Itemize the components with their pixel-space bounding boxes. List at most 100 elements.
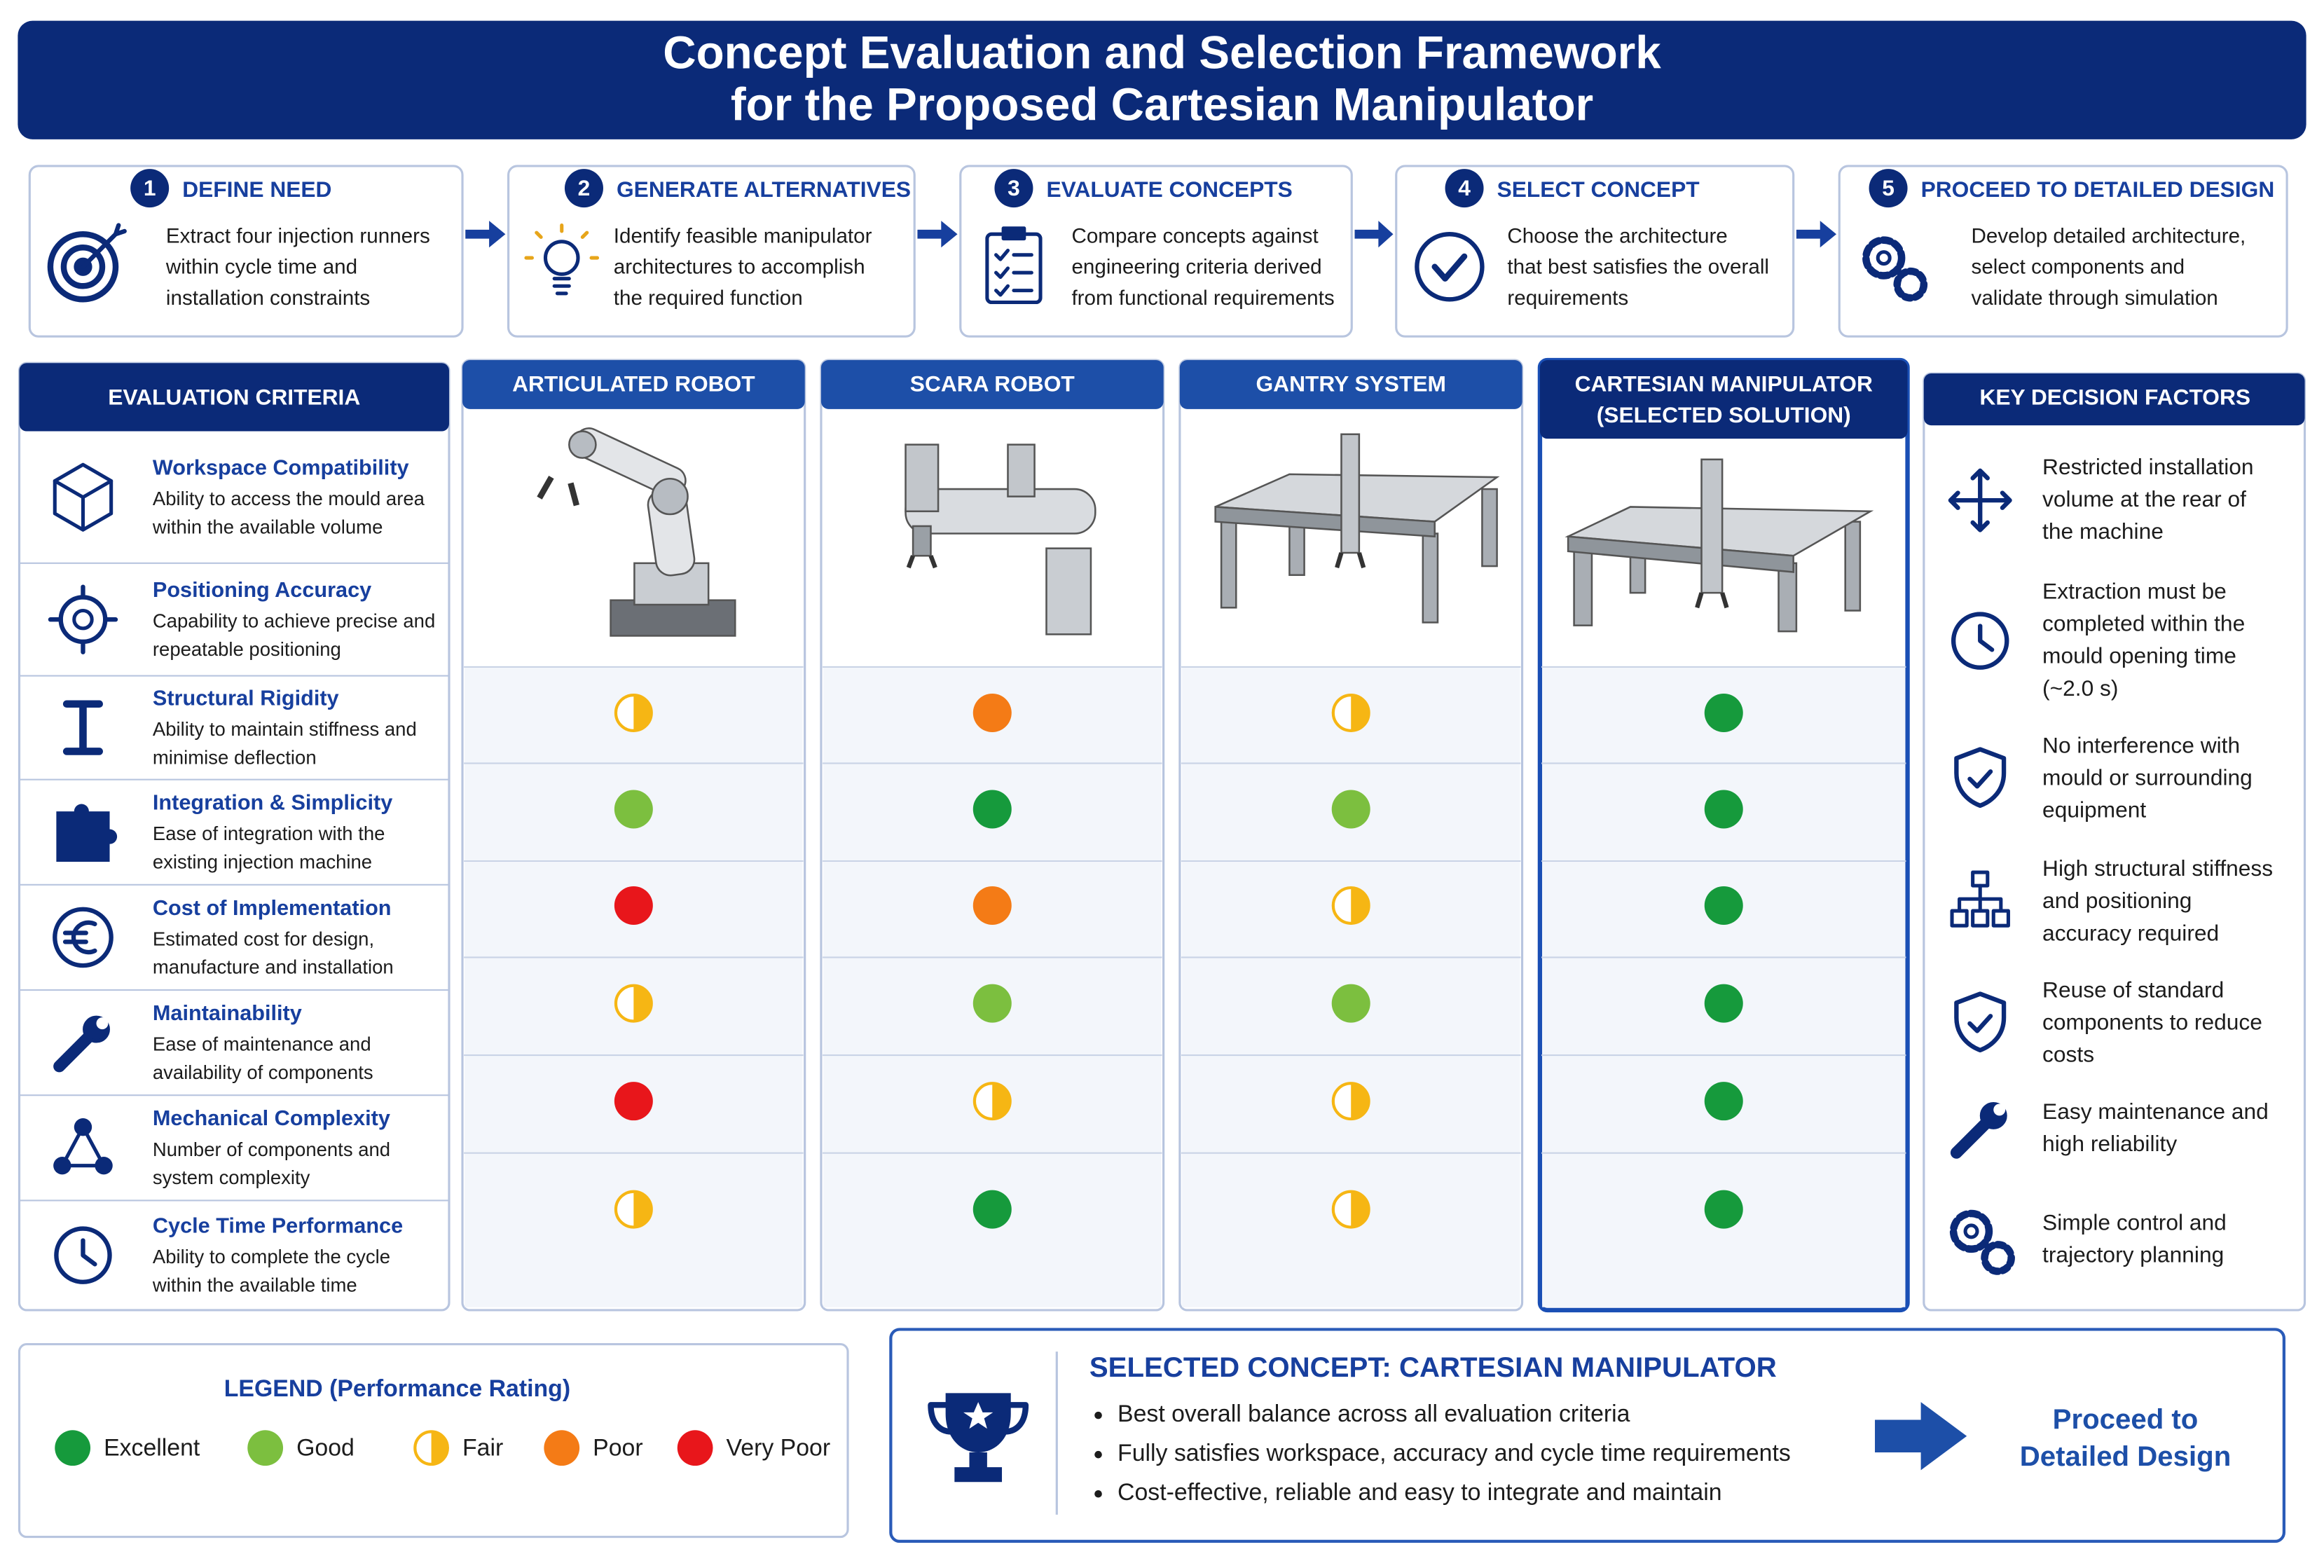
criterion-description: manufacture and installation (153, 956, 394, 978)
step-description: within cycle time and (165, 256, 357, 279)
step-number: 2 (578, 175, 591, 200)
icon-part (1949, 1209, 1993, 1253)
step-description: from functional requirements (1071, 287, 1334, 310)
criterion-description: Ability to complete the cycle (153, 1246, 390, 1267)
step-description: select components and (1972, 256, 2185, 279)
key-factor-text: Simple control and (2042, 1210, 2227, 1235)
icon-part (54, 1226, 112, 1284)
criterion-description: Ability to maintain stiffness and (153, 718, 417, 740)
criterion-description: Capability to achieve precise and (153, 610, 435, 632)
criterion-description: Number of components and (153, 1139, 390, 1160)
step-title: DEFINE NEED (182, 177, 331, 202)
icon-part (53, 1029, 97, 1073)
criterion-title: Maintainability (153, 1001, 302, 1025)
rating-indicator (972, 1082, 1012, 1121)
legend-swatch (431, 1431, 448, 1464)
step-description: validate through simulation (1972, 287, 2218, 310)
icon-part (1971, 909, 1990, 928)
icon-part (1862, 236, 1906, 280)
legend-swatch (247, 1430, 284, 1466)
icon-part (1876, 250, 1892, 266)
rating-indicator (972, 1190, 1012, 1229)
step-number: 3 (1008, 175, 1020, 200)
criterion-title: Cost of Implementation (153, 896, 392, 920)
key-factor-text: components to reduce (2042, 1010, 2262, 1035)
icon-part (48, 584, 118, 654)
key-factor-text: Restricted installation (2042, 454, 2253, 479)
concept-name: CARTESIAN MANIPULATOR (1575, 371, 1873, 396)
icon-part (72, 608, 94, 631)
rating-indicator (614, 886, 653, 925)
icon-part (928, 1402, 1029, 1435)
icon-part (1951, 612, 2009, 670)
step-box (28, 165, 464, 338)
step-description: requirements (1507, 287, 1628, 310)
icon-part (96, 1017, 109, 1030)
rating-indicator (1331, 1082, 1370, 1121)
rating-indicator (1704, 1082, 1743, 1121)
icon-part (1991, 909, 2010, 928)
key-factors-header (1923, 373, 2305, 426)
icon-part (1950, 1115, 1994, 1159)
rating-indicator (1331, 790, 1370, 829)
step-description: the required function (614, 287, 803, 310)
icon-part (1415, 232, 1485, 302)
icon-part (81, 223, 127, 269)
step-description: Extract four injection runners (166, 224, 430, 247)
key-factor-text: mould opening time (2042, 643, 2236, 668)
legend-label: Poor (593, 1435, 642, 1462)
legend-title: LEGEND (Performance Rating) (224, 1375, 570, 1402)
legend-swatch (677, 1430, 713, 1466)
header-title: for the Proposed Cartesian Manipulator (731, 79, 1593, 130)
step-number: 4 (1458, 175, 1471, 200)
criterion-title: Positioning Accuracy (153, 578, 371, 602)
key-factor-text: costs (2042, 1042, 2094, 1067)
key-factor-text: High structural stiffness (2042, 855, 2273, 881)
key-factor-text: completed within the (2042, 611, 2245, 636)
key-factor-text: trajectory planning (2042, 1242, 2224, 1267)
icon-part (1958, 883, 2003, 913)
icon-part (60, 245, 106, 289)
icon-part (524, 223, 600, 260)
legend-swatch (544, 1430, 580, 1466)
icon-part (1948, 468, 2012, 532)
legend-label: Fair (462, 1435, 503, 1462)
icon-part (1967, 769, 1993, 789)
criterion-description: Ease of maintenance and (153, 1033, 371, 1055)
step-description: architectures to accomplish (614, 256, 865, 279)
summary-bullet: Fully satisfies workspace, accuracy and … (1118, 1440, 1791, 1466)
step-description: Develop detailed architecture, (1972, 224, 2246, 247)
icon-part (74, 1118, 92, 1136)
step-box (1395, 165, 1795, 338)
icon-part (1993, 1103, 2006, 1116)
icon-part (552, 277, 571, 296)
criterion-description: within the available time (152, 1274, 357, 1295)
bullet-dot (1094, 1490, 1102, 1498)
step-arrow (465, 221, 506, 248)
criterion-description: system complexity (153, 1167, 310, 1188)
criterion-description: availability of components (153, 1061, 373, 1083)
icon-part (963, 1402, 993, 1429)
icon-part (1893, 267, 1928, 302)
step-description: Compare concepts against (1071, 224, 1319, 247)
step-box (507, 165, 916, 338)
key-factor-text: and positioning (2042, 888, 2192, 913)
step-description: engineering criteria derived (1071, 256, 1321, 279)
legend-label: Very Poor (727, 1435, 831, 1462)
criterion-title: Cycle Time Performance (153, 1214, 403, 1238)
criterion-description: Estimated cost for design, (153, 928, 374, 949)
concept-name: ARTICULATED ROBOT (512, 371, 755, 396)
icon-part (994, 284, 1033, 297)
icon-part (1954, 747, 2007, 809)
legend-label: Excellent (104, 1435, 200, 1462)
criterion-description: minimise deflection (153, 746, 317, 768)
icon-part (1981, 1241, 2015, 1275)
step-number-badge (1869, 169, 1908, 208)
concept-name: SCARA ROBOT (910, 371, 1075, 396)
step-number-badge (130, 169, 170, 208)
step-title: PROCEED TO DETAILED DESIGN (1921, 177, 2275, 202)
rating-indicator (614, 1082, 653, 1121)
rating-indicator (972, 790, 1012, 829)
